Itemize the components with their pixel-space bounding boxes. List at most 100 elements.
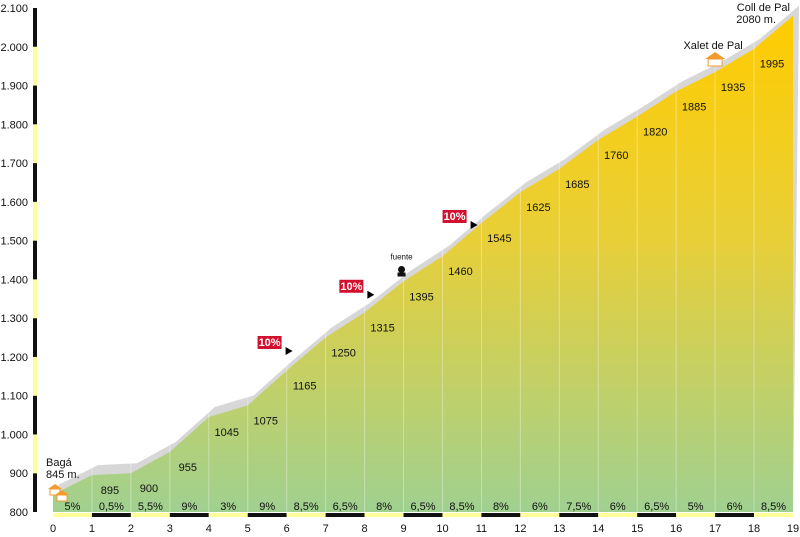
x-tick-label-7: 7: [323, 523, 329, 535]
y-axis-segment-0: [33, 473, 37, 512]
x-tick-label-2: 2: [128, 523, 134, 535]
house-roof: [48, 484, 62, 489]
steep-marker-0: 10%: [257, 335, 293, 355]
x-tick-label-15: 15: [631, 523, 643, 535]
x-axis-segment-15: [637, 513, 677, 517]
x-tick-label-0: 0: [50, 523, 56, 535]
x-tick-label-18: 18: [748, 523, 760, 535]
y-axis-segment-4: [33, 318, 37, 357]
segment-gradient-label-11: 8%: [493, 501, 509, 513]
steep-marker-badge: [442, 209, 467, 223]
arrow-icon: [285, 346, 293, 355]
x-axis-segment-2: [130, 513, 170, 517]
fountain-head: [398, 266, 406, 274]
fountain-icon: [397, 266, 406, 277]
y-tick-label-1: 900: [10, 468, 28, 480]
y-axis-segment-8: [33, 163, 37, 202]
x-tick-label-8: 8: [362, 523, 368, 535]
segment-gradient-label-0: 5%: [65, 501, 81, 513]
start-place-elevation: 845 m.: [46, 469, 80, 481]
start-place-name: Bagá: [46, 457, 73, 469]
axes-layer: 800 900 1.000 1.100 1.200 1.300 1.400 1.500 1.60…: [0, 3, 799, 535]
arrow-icon: [470, 220, 478, 229]
elevation-label-km-13: 1685: [565, 179, 589, 191]
x-tick-label-11: 11: [476, 523, 487, 535]
house-roof: [55, 490, 69, 495]
segment-gradient-label-7: 6,5%: [333, 501, 358, 513]
x-axis-segment-6: [286, 513, 326, 517]
x-tick-label-3: 3: [167, 523, 173, 535]
segment-gradient-label-10: 8,5%: [449, 501, 474, 513]
segment-gradient-label-5: 9%: [259, 501, 275, 513]
elevation-label-km-1: 895: [101, 485, 119, 497]
x-axis-segment-9: [403, 513, 443, 517]
x-axis-segment-5: [247, 513, 287, 517]
elevation-label-km-11: 1545: [487, 233, 511, 245]
elevation-label-km-12: 1625: [526, 202, 550, 214]
y-axis-segment-9: [33, 124, 37, 164]
fountain-base: [397, 272, 406, 277]
y-axis-segment-1: [33, 434, 37, 474]
area-layer: [53, 15, 793, 513]
x-tick-label-4: 4: [206, 523, 212, 535]
y-tick-label-6: 1.400: [0, 274, 28, 286]
x-axis-segment-14: [598, 513, 638, 517]
y-axis-segment-5: [33, 279, 37, 319]
segment-gradient-label-15: 6,5%: [644, 501, 669, 513]
steep-marker-label: 10%: [444, 211, 466, 223]
elevation-label-km-5: 1075: [253, 415, 277, 427]
summit-name: Coll de Pal: [737, 2, 790, 14]
fountain-label: fuente: [390, 253, 413, 262]
x-axis-segment-18: [754, 513, 793, 517]
elevation-label-km-18: 1995: [760, 59, 784, 71]
y-axis-segment-11: [33, 46, 37, 86]
segment-gradient-label-18: 8,5%: [761, 501, 786, 513]
steep-marker-badge: [257, 335, 282, 349]
x-axis-segment-1: [91, 513, 131, 517]
x-tick-label-6: 6: [284, 523, 290, 535]
x-tick-label-10: 10: [436, 523, 448, 535]
y-tick-label-4: 1.200: [0, 352, 28, 364]
house-icon: [55, 490, 69, 502]
x-axis-segment-16: [676, 513, 716, 517]
x-axis-segment-3: [169, 513, 209, 517]
y-tick-label-5: 1.300: [0, 313, 28, 325]
summit-elevation: 2080 m.: [736, 14, 776, 26]
y-tick-label-9: 1.700: [0, 158, 28, 170]
arrow-icon: [367, 290, 375, 299]
segment-gradient-label-1: 0,5%: [99, 501, 124, 513]
grid-layer: [91, 8, 755, 512]
x-axis-segment-13: [559, 513, 599, 517]
steep-marker-2: 10%: [442, 209, 478, 229]
elevation-label-km-10: 1460: [448, 266, 472, 278]
elevation-label-km-3: 955: [179, 462, 197, 474]
elevation-label-km-14: 1760: [604, 150, 628, 162]
y-tick-label-3: 1.100: [0, 391, 28, 403]
y-tick-label-11: 1.900: [0, 81, 28, 93]
x-axis-segment-12: [520, 513, 560, 517]
steep-marker-badge: [339, 279, 364, 293]
labels-layer: 5% 0,5% 5,5% 9% 3% 9% 8,5% 6,5% 8% 6,5% 8,5% 8% 6% 7,…: [65, 59, 787, 513]
elevation-label-km-17: 1935: [721, 82, 745, 94]
segment-gradient-label-2: 5,5%: [138, 501, 163, 513]
segment-gradient-label-12: 6%: [532, 501, 548, 513]
segment-gradient-label-14: 6%: [610, 501, 626, 513]
segment-gradient-label-4: 3%: [220, 501, 236, 513]
x-axis-segment-10: [442, 513, 482, 517]
x-tick-label-13: 13: [553, 523, 565, 535]
x-tick-label-14: 14: [592, 523, 604, 535]
elevation-area: [53, 15, 793, 513]
elevation-label-km-15: 1820: [643, 127, 667, 139]
x-axis-segment-17: [715, 513, 755, 517]
y-tick-label-12: 2.000: [0, 42, 28, 54]
segment-gradient-label-13: 7,5%: [566, 501, 591, 513]
y-axis-segment-2: [33, 395, 37, 435]
segment-gradient-label-17: 6%: [727, 501, 743, 513]
y-tick-label-7: 1.500: [0, 236, 28, 248]
house-body: [56, 494, 68, 502]
segment-gradient-label-16: 5%: [688, 501, 704, 513]
house-roof: [705, 52, 726, 59]
